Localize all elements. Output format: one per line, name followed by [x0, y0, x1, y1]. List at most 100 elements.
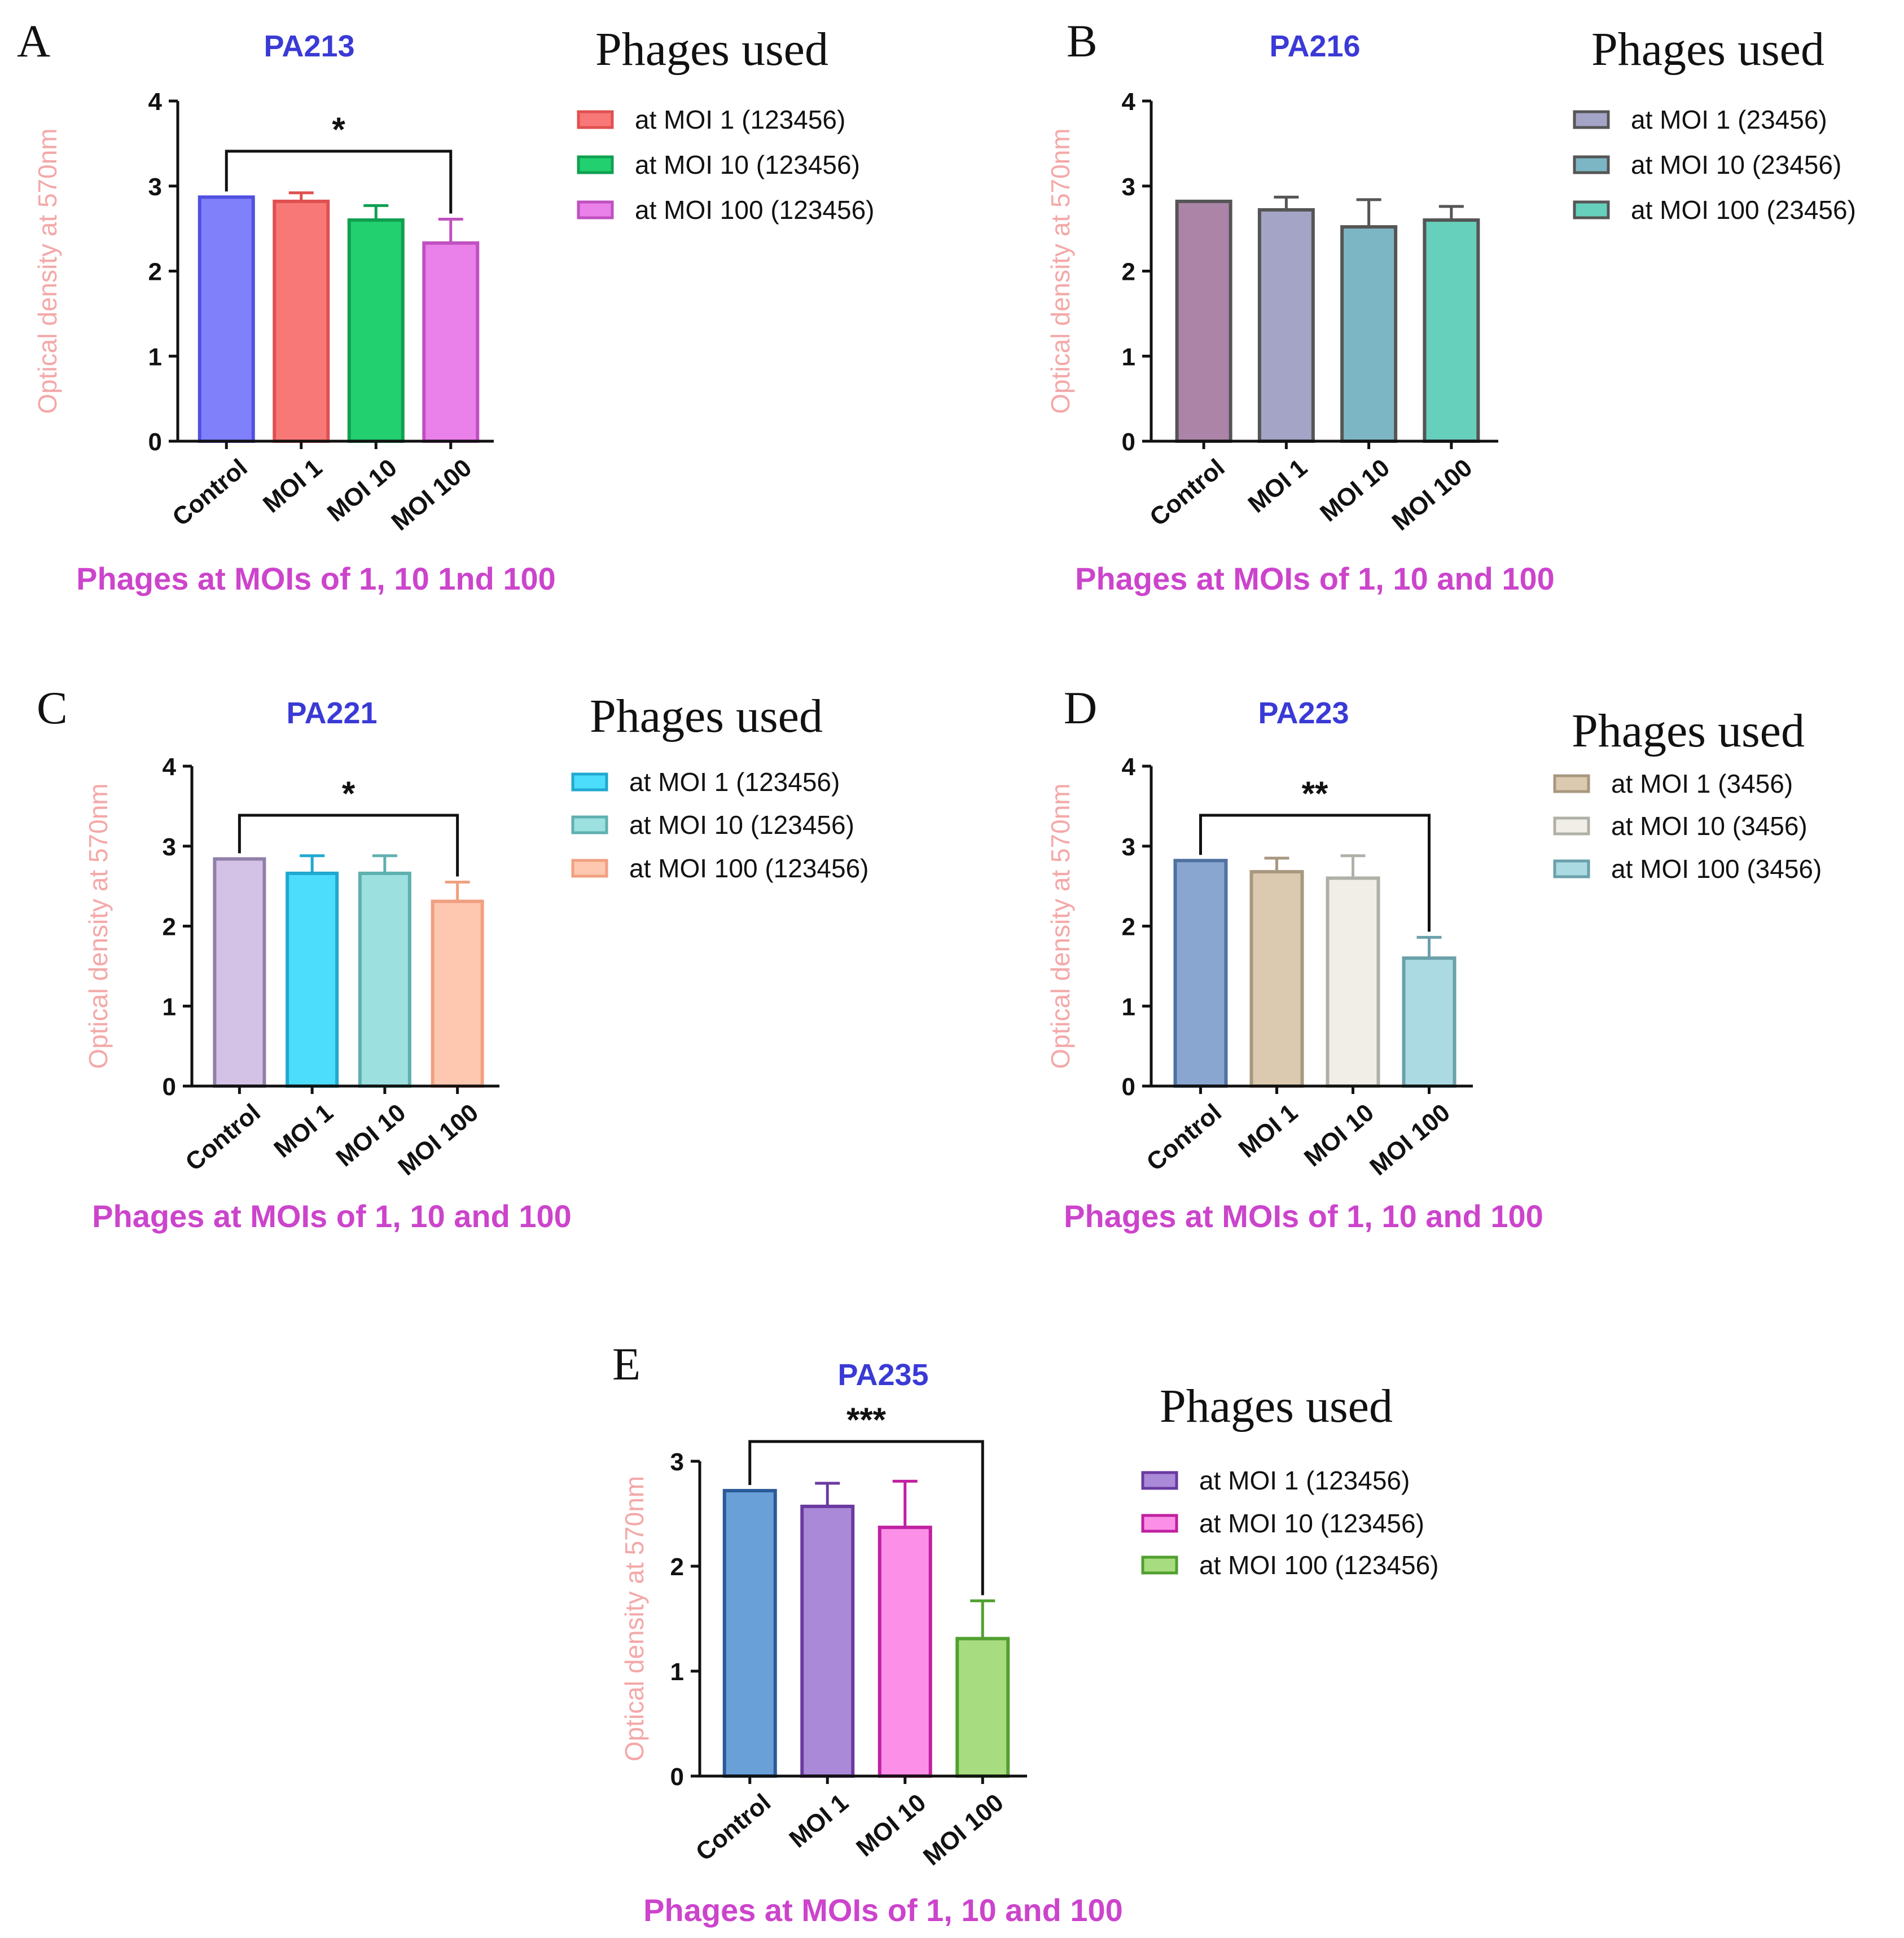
x-tick-label: MOI 100: [386, 454, 477, 536]
legend-label: at MOI 100 (123456): [629, 854, 868, 883]
legend: Phages used at MOI 1 (123456) at MOI 10 (1…: [1141, 1380, 1438, 1580]
y-tick-label: 3: [148, 173, 162, 201]
legend-swatch: [577, 110, 614, 129]
bar-moi-10: [347, 218, 405, 443]
legend-label: at MOI 100 (3456): [1611, 854, 1822, 884]
significance-bracket: [238, 814, 459, 877]
chart-title: PA235: [837, 1358, 928, 1392]
y-tick-label: 1: [163, 993, 176, 1021]
legend-heading: Phages used: [1160, 1380, 1393, 1432]
y-tick-label: 4: [1122, 753, 1136, 781]
legend-heading: Phages used: [1591, 23, 1824, 76]
legend-swatch: [1141, 1555, 1178, 1575]
legend-swatch: [1141, 1514, 1178, 1533]
y-tick-label: 4: [148, 88, 163, 116]
bar-control: [198, 195, 255, 443]
legend-heading: Phages used: [1572, 705, 1805, 757]
legend: Phages used at MOI 1 (123456) at MOI 10 (1…: [577, 23, 874, 225]
legend-label: at MOI 1 (3456): [1611, 769, 1793, 798]
legend-swatch: [1553, 774, 1590, 793]
legend-label: at MOI 100 (123456): [1199, 1550, 1438, 1580]
legend-swatch: [1573, 200, 1610, 219]
y-tick-label: 1: [670, 1658, 684, 1686]
x-tick-label: MOI 1: [1234, 1098, 1303, 1163]
legend: Phages used at MOI 1 (123456) at MOI 10 (1…: [571, 690, 868, 883]
y-tick-label: 0: [1122, 1073, 1135, 1101]
bar-moi-10: [358, 871, 411, 1088]
significance-label: ***: [846, 1401, 887, 1439]
legend: Phages used at MOI 1 (23456) at MOI 10 (23…: [1573, 23, 1856, 225]
bar-moi-10: [1326, 876, 1380, 1088]
chart-panel-e: E PA235 Optical density at 570nm 0 1 2 3 Contro…: [612, 1338, 1438, 1928]
significance-bracket: [225, 150, 453, 214]
x-tick-label: MOI 1: [784, 1788, 853, 1853]
chart-panel-c: C PA221 Optical density at 570nm 0 1 2 3 4 Contr…: [37, 682, 868, 1234]
x-tick-label: MOI 1: [269, 1098, 338, 1163]
x-axis-label: Phages at MOIs of 1, 10 and 100: [1064, 1198, 1543, 1234]
y-tick-label: 2: [670, 1553, 684, 1581]
y-tick-label: 2: [1122, 258, 1135, 286]
legend-heading: Phages used: [595, 23, 828, 76]
y-tick-label: 0: [670, 1763, 684, 1791]
y-axis-label: Optical density at 570nm: [33, 128, 62, 414]
panel-letter: D: [1064, 682, 1097, 733]
panel-letter: E: [612, 1338, 640, 1390]
chart-title: PA223: [1258, 696, 1349, 730]
chart-panel-d: D PA223 Optical density at 570nm 0 1 2 3 4 Contr…: [1046, 682, 1822, 1234]
x-tick-label: Control: [180, 1098, 265, 1176]
legend-swatch: [571, 772, 608, 792]
legend-label: at MOI 10 (123456): [629, 810, 854, 840]
bar-control: [722, 1489, 777, 1778]
y-tick-label: 2: [163, 913, 176, 941]
legend-label: at MOI 100 (23456): [1631, 195, 1856, 225]
x-tick-label: MOI 100: [918, 1788, 1009, 1871]
x-tick-label: MOI 100: [1387, 454, 1478, 536]
significance-label: *: [332, 111, 345, 148]
x-axis-label: Phages at MOIs of 1, 10 1nd 100: [76, 561, 556, 596]
y-tick-label: 4: [1122, 88, 1136, 116]
x-axis-label: Phages at MOIs of 1, 10 and 100: [1075, 561, 1555, 596]
y-axis-label: Optical density at 570nm: [620, 1476, 649, 1761]
legend-label: at MOI 100 (123456): [635, 195, 874, 225]
x-tick-label: MOI 100: [393, 1098, 484, 1181]
legend-swatch: [571, 815, 608, 834]
significance-bracket: [1199, 814, 1431, 932]
y-tick-label: 2: [148, 258, 162, 286]
legend-label: at MOI 1 (123456): [1199, 1466, 1410, 1495]
legend-label: at MOI 10 (123456): [635, 150, 860, 179]
legend-label: at MOI 10 (123456): [1199, 1509, 1424, 1538]
legend-swatch: [571, 859, 608, 878]
bar-moi-1: [800, 1504, 855, 1778]
legend-heading: Phages used: [590, 690, 823, 742]
bar-moi-10: [878, 1526, 932, 1778]
bar-moi-1: [1257, 208, 1315, 443]
legend-swatch: [1553, 816, 1590, 836]
chart-title: PA213: [264, 29, 354, 63]
y-tick-label: 3: [1122, 173, 1135, 201]
bar-control: [1173, 859, 1228, 1088]
chart-panel-b: B PA216 Optical density at 570nm 0 1 2 3 4 Contr…: [1046, 15, 1856, 596]
bar-moi-100: [955, 1637, 1010, 1778]
y-tick-label: 3: [1122, 833, 1135, 861]
y-axis-label: Optical density at 570nm: [1046, 783, 1075, 1069]
y-tick-label: 0: [163, 1073, 176, 1101]
y-axis-label: Optical density at 570nm: [1046, 128, 1075, 414]
x-tick-label: MOI 10: [1315, 454, 1395, 527]
x-axis-label: Phages at MOIs of 1, 10 and 100: [643, 1892, 1123, 1928]
legend-swatch: [577, 155, 614, 174]
bar-moi-100: [431, 899, 484, 1088]
x-tick-label: MOI 1: [258, 454, 327, 518]
legend-label: at MOI 10 (23456): [1631, 150, 1841, 179]
significance-bracket: [748, 1440, 984, 1596]
legend: Phages used at MOI 1 (3456) at MOI 10 (345…: [1553, 705, 1822, 884]
y-tick-label: 3: [670, 1448, 684, 1476]
legend-label: at MOI 1 (23456): [1631, 105, 1827, 134]
y-tick-label: 0: [148, 428, 162, 456]
x-tick-label: Control: [691, 1788, 776, 1866]
bar-moi-100: [422, 241, 480, 443]
significance-label: *: [342, 775, 356, 812]
legend-label: at MOI 1 (123456): [629, 767, 840, 797]
y-tick-label: 2: [1122, 913, 1135, 941]
bar-moi-100: [1402, 956, 1456, 1088]
